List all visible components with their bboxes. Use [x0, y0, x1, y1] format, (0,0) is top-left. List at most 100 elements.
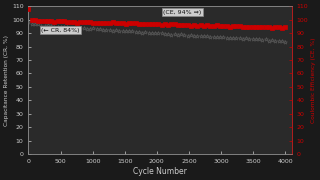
Point: [257, 37, 262, 40]
Text: (← CR, 84%): (← CR, 84%): [41, 28, 80, 33]
Point: [146, 32, 151, 35]
Point: [45, 24, 51, 27]
Point: [172, 33, 177, 36]
Point: [117, 30, 122, 32]
Point: [140, 22, 145, 25]
Point: [188, 34, 194, 37]
Point: [208, 24, 213, 27]
Point: [32, 23, 37, 26]
Point: [224, 36, 229, 39]
Point: [123, 23, 128, 26]
Point: [110, 29, 116, 32]
Point: [253, 38, 259, 41]
Point: [75, 21, 80, 24]
Point: [107, 29, 112, 32]
Point: [214, 24, 220, 27]
Point: [39, 20, 44, 23]
Point: [283, 40, 288, 43]
Point: [104, 29, 109, 32]
Point: [218, 35, 223, 38]
Point: [26, 21, 31, 24]
Point: [120, 30, 125, 32]
Point: [88, 28, 93, 31]
Point: [211, 35, 216, 38]
Point: [247, 25, 252, 28]
Point: [65, 21, 70, 23]
Point: [153, 31, 158, 34]
Point: [260, 26, 265, 29]
Point: [97, 21, 102, 24]
Point: [221, 36, 226, 39]
Point: [136, 30, 141, 33]
Point: [224, 24, 229, 27]
Point: [276, 39, 281, 42]
Point: [192, 34, 197, 37]
Point: [198, 24, 203, 27]
Point: [188, 24, 194, 27]
Point: [179, 33, 184, 36]
Point: [260, 38, 265, 41]
Point: [214, 35, 220, 38]
Point: [81, 27, 86, 30]
Point: [182, 33, 187, 36]
Point: [91, 22, 96, 24]
Point: [71, 27, 76, 30]
Point: [110, 21, 116, 24]
Point: [192, 24, 197, 27]
Point: [123, 30, 128, 33]
Point: [140, 31, 145, 34]
Point: [204, 23, 210, 26]
Point: [42, 20, 47, 23]
Point: [159, 32, 164, 35]
Point: [166, 32, 171, 35]
Point: [45, 19, 51, 22]
X-axis label: Cycle Number: Cycle Number: [133, 167, 187, 176]
Point: [68, 27, 73, 30]
Point: [269, 39, 275, 41]
Point: [276, 26, 281, 29]
Point: [149, 32, 155, 35]
Point: [221, 24, 226, 27]
Point: [247, 37, 252, 40]
Point: [201, 34, 206, 37]
Point: [211, 24, 216, 27]
Point: [84, 28, 90, 30]
Point: [149, 22, 155, 25]
Point: [52, 25, 57, 28]
Point: [136, 22, 141, 25]
Point: [279, 39, 284, 42]
Point: [195, 34, 200, 37]
Point: [127, 22, 132, 25]
Point: [62, 26, 67, 29]
Point: [94, 21, 99, 24]
Point: [231, 37, 236, 40]
Y-axis label: Capacitance Retention (CR, %): Capacitance Retention (CR, %): [4, 35, 9, 126]
Point: [143, 22, 148, 25]
Point: [32, 18, 37, 21]
Point: [244, 26, 249, 29]
Point: [283, 26, 288, 29]
Point: [156, 22, 161, 25]
Point: [143, 31, 148, 34]
Point: [94, 28, 99, 31]
Point: [29, 22, 34, 25]
Point: [97, 28, 102, 31]
Point: [88, 21, 93, 24]
Point: [78, 27, 83, 30]
Point: [279, 27, 284, 30]
Point: [208, 35, 213, 38]
Point: [185, 34, 190, 37]
Point: [100, 22, 106, 24]
Point: [156, 31, 161, 34]
Point: [55, 20, 60, 23]
Point: [133, 31, 138, 33]
Point: [49, 20, 54, 22]
Point: [36, 23, 41, 26]
Point: [172, 22, 177, 25]
Point: [62, 20, 67, 23]
Point: [218, 25, 223, 28]
Point: [127, 29, 132, 32]
Point: [237, 25, 242, 28]
Point: [117, 22, 122, 24]
Point: [269, 26, 275, 29]
